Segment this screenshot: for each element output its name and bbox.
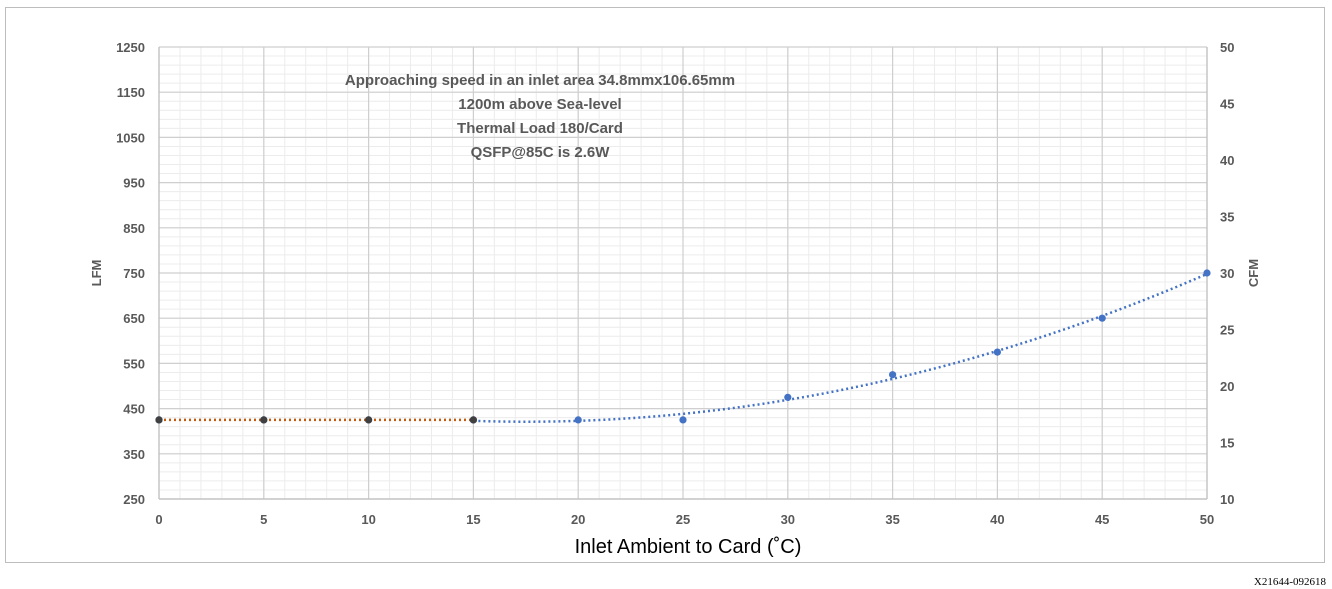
data-point-series-2 <box>260 416 268 424</box>
trendlines <box>159 272 1208 423</box>
y2-tick-label: 15 <box>1220 436 1234 451</box>
annotation-line-1: Approaching speed in an inlet area 34.8m… <box>345 72 735 89</box>
x-tick-label: 5 <box>260 512 267 527</box>
y-tick-label: 850 <box>123 221 145 236</box>
figure-id: X21644-092618 <box>1253 576 1326 588</box>
y2-tick-label: 50 <box>1220 40 1234 55</box>
data-point-series-1 <box>889 371 897 379</box>
y2-tick-label: 45 <box>1220 97 1234 112</box>
x-tick-label: 25 <box>676 512 690 527</box>
x-tick-label: 50 <box>1200 512 1214 527</box>
y-tick-label: 1150 <box>117 85 145 100</box>
x-tick-label: 0 <box>155 512 162 527</box>
data-point-series-1 <box>1203 269 1211 277</box>
y2-axis-label: CFM <box>1246 259 1261 287</box>
y-tick-label: 450 <box>123 402 145 417</box>
y-tick-label: 350 <box>123 447 145 462</box>
y2-tick-label: 35 <box>1220 210 1234 225</box>
y-tick-label: 550 <box>123 356 145 371</box>
annotation-line-2: 1200m above Sea-level <box>458 96 621 113</box>
y-tick-label: 750 <box>123 266 145 281</box>
y2-tick-label: 10 <box>1220 492 1234 507</box>
y-tick-label: 1050 <box>116 130 145 145</box>
data-point-series-1 <box>1098 314 1106 322</box>
annotation-line-4: QSFP@85C is 2.6W <box>471 144 611 161</box>
x-tick-label: 35 <box>885 512 899 527</box>
data-point-series-2 <box>365 416 373 424</box>
major-grid <box>158 46 1208 500</box>
y-tick-label: 1250 <box>116 40 145 55</box>
y2-tick-label: 25 <box>1220 323 1234 338</box>
y-tick-labels: 250 350 450 550 650 750 850 950 1050 1150 1250 <box>116 40 145 507</box>
chart-frame <box>5 7 1325 563</box>
x-tick-label: 20 <box>571 512 585 527</box>
annotation-line-3: Thermal Load 180/Card <box>457 120 623 137</box>
data-point-series-1 <box>679 416 687 424</box>
data-points <box>155 269 1211 424</box>
x-tick-label: 45 <box>1095 512 1109 527</box>
y-axis-label: LFM <box>89 260 104 287</box>
data-point-series-2 <box>155 416 163 424</box>
x-axis-label: Inlet Ambient to Card (˚C) <box>575 536 802 558</box>
y2-tick-labels: 10 15 20 25 30 35 40 45 50 <box>1220 40 1234 507</box>
y2-tick-label: 20 <box>1220 379 1234 394</box>
y-tick-label: 650 <box>123 311 145 326</box>
y2-tick-label: 40 <box>1220 153 1234 168</box>
data-point-series-2 <box>469 416 477 424</box>
data-point-series-1 <box>784 393 792 401</box>
y2-tick-label: 30 <box>1220 266 1234 281</box>
x-tick-label: 15 <box>466 512 480 527</box>
x-tick-label: 30 <box>781 512 795 527</box>
x-tick-label: 10 <box>361 512 375 527</box>
y-tick-label: 950 <box>123 176 145 191</box>
annotation-block: Approaching speed in an inlet area 34.8m… <box>345 72 735 161</box>
x-tick-label: 40 <box>990 512 1004 527</box>
data-point-series-1 <box>574 416 582 424</box>
y-tick-label: 250 <box>123 492 145 507</box>
data-point-series-1 <box>993 348 1002 356</box>
x-tick-labels: 0 5 10 15 20 25 30 35 40 45 50 <box>155 512 1214 527</box>
